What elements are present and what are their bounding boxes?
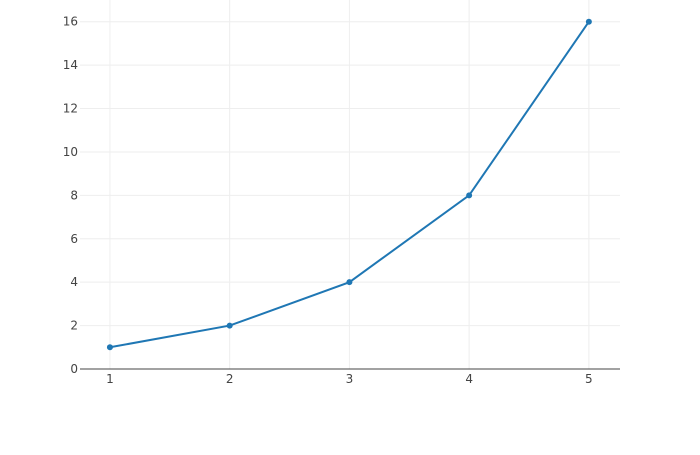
y-tick-label: 14 [63,58,78,72]
data-point [226,322,233,329]
series-layer [106,18,592,351]
y-tick-label: 0 [70,362,78,376]
x-tick-label: 2 [226,372,234,386]
data-point [346,279,353,286]
y-tick-label: 10 [63,145,78,159]
x-tick-label: 5 [585,372,593,386]
data-point [466,192,473,199]
x-tick-label: 3 [346,372,354,386]
x-tick-label: 4 [465,372,473,386]
x-tick-label: 1 [106,372,114,386]
y-tick-label: 6 [70,232,78,246]
y-tick-label: 4 [70,275,78,289]
y-tick-label: 2 [70,319,78,333]
y-tick-label: 16 [63,15,78,29]
y-tick-label: 8 [70,188,78,202]
grid [80,0,620,370]
data-point [585,18,592,25]
y-tick-label: 12 [63,102,78,116]
data-point [106,344,113,351]
